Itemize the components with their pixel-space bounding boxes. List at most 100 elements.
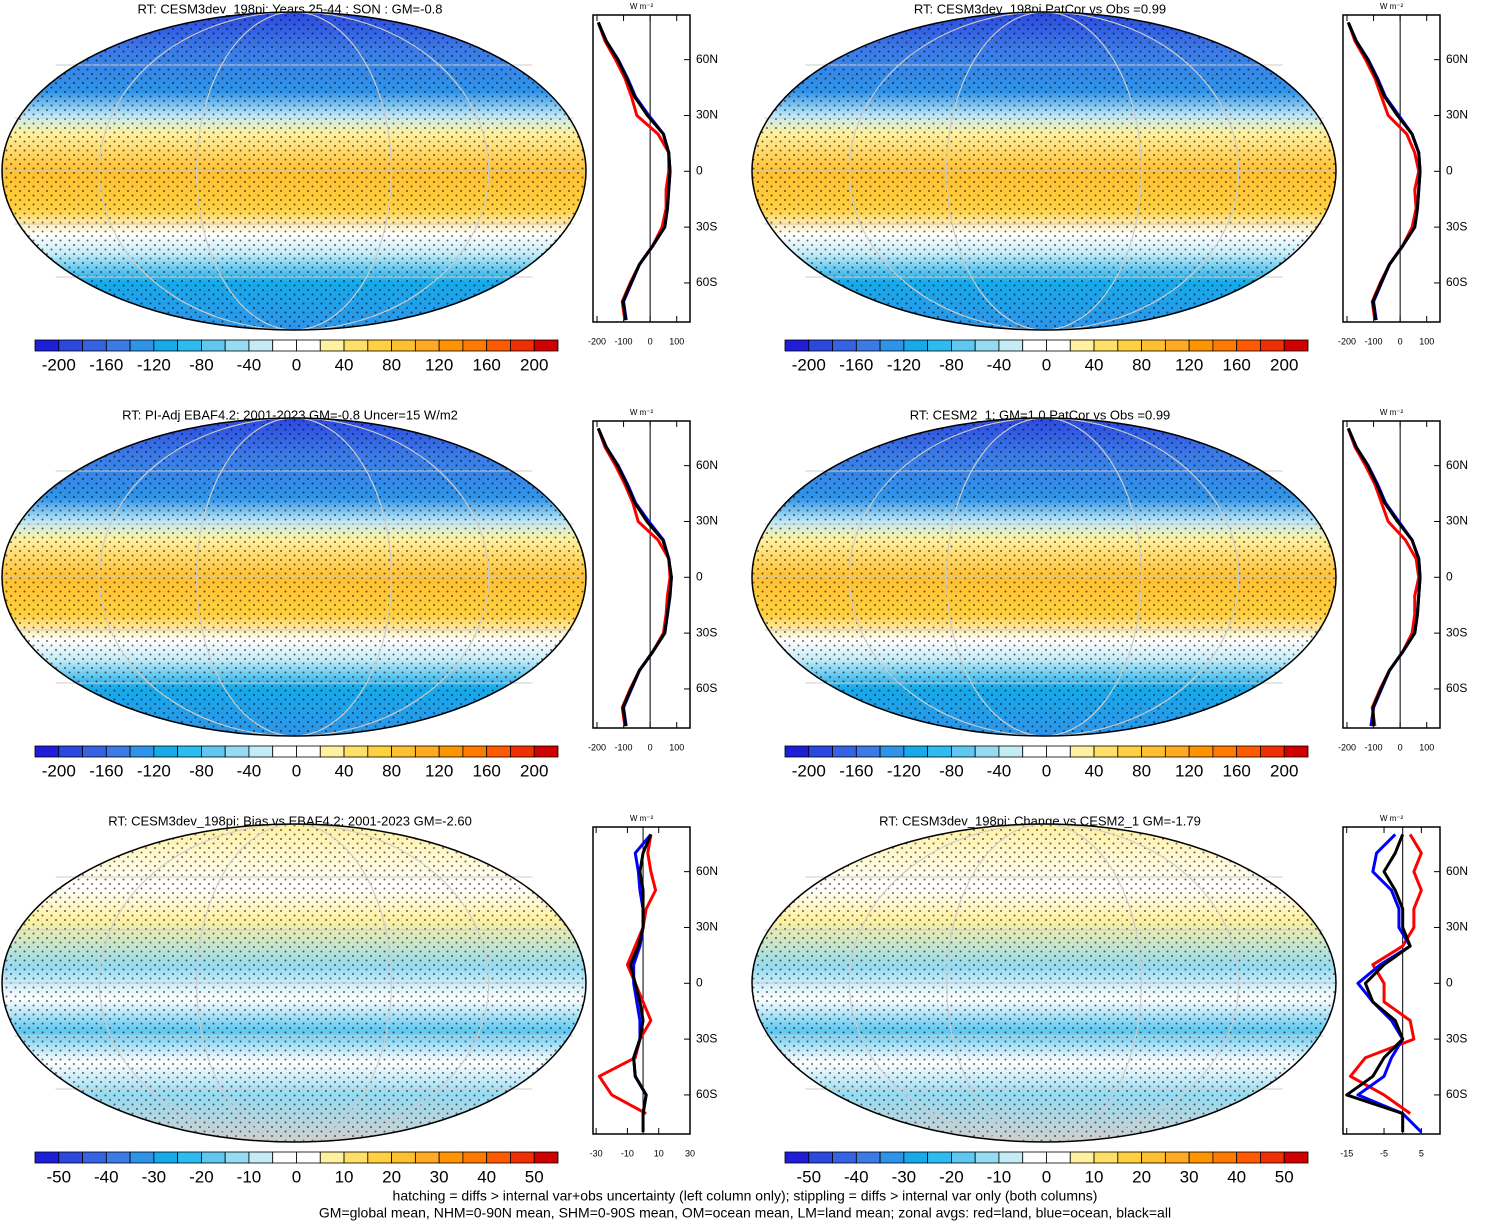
colorbar-label: 80 bbox=[382, 761, 401, 780]
colorbar-box bbox=[129, 1151, 155, 1164]
colorbar-box bbox=[343, 1151, 369, 1164]
x-tick-label: 0 bbox=[1398, 336, 1403, 346]
colorbar-box bbox=[974, 745, 1000, 758]
y-tick-label: 60S bbox=[1446, 275, 1467, 289]
colorbar-box bbox=[272, 339, 297, 352]
colorbar-label: 40 bbox=[1085, 355, 1104, 374]
colorbar-box bbox=[784, 339, 810, 352]
colorbar-box bbox=[153, 339, 179, 352]
colorbar-label: -160 bbox=[839, 355, 873, 374]
colorbar-box bbox=[1022, 1151, 1047, 1164]
colorbar-box bbox=[784, 745, 810, 758]
colorbar-box bbox=[248, 745, 274, 758]
colorbar-box bbox=[201, 745, 226, 758]
map-border bbox=[751, 417, 1337, 737]
colorbar-box bbox=[414, 339, 440, 352]
zonal-line bbox=[1346, 21, 1422, 321]
unit-label: W m⁻² bbox=[630, 814, 654, 823]
map bbox=[751, 823, 1337, 1143]
colorbar-label: -200 bbox=[792, 761, 826, 780]
zonal-frame bbox=[592, 826, 691, 1135]
colorbar-label: 160 bbox=[1222, 761, 1250, 780]
colorbar-box bbox=[272, 1151, 297, 1164]
x-tick-label: 5 bbox=[1419, 1148, 1424, 1158]
colorbar-box bbox=[129, 745, 155, 758]
colorbar-box bbox=[1022, 745, 1047, 758]
y-tick-label: 60N bbox=[696, 52, 718, 66]
colorbar-label: 200 bbox=[520, 355, 548, 374]
colorbar-box bbox=[248, 339, 274, 352]
colorbar-box bbox=[1164, 745, 1190, 758]
zonal-line bbox=[1345, 833, 1412, 1133]
colorbar-box bbox=[1260, 745, 1285, 758]
colorbar-label: 40 bbox=[1227, 1167, 1246, 1186]
colorbar-label: -200 bbox=[42, 761, 76, 780]
colorbar-box bbox=[510, 339, 535, 352]
colorbar-box bbox=[34, 1151, 60, 1164]
y-tick-label: 60S bbox=[696, 275, 717, 289]
colorbar-box bbox=[510, 745, 535, 758]
colorbar-box bbox=[927, 745, 952, 758]
colorbar-label: 200 bbox=[520, 761, 548, 780]
colorbar-label: 50 bbox=[525, 1167, 544, 1186]
colorbar-label: -200 bbox=[792, 355, 826, 374]
unit-label: W m⁻² bbox=[630, 2, 654, 11]
colorbar-label: -50 bbox=[46, 1167, 71, 1186]
x-tick-label: 0 bbox=[1398, 742, 1403, 752]
x-tick-label: 100 bbox=[1419, 336, 1434, 346]
x-tick-label: 0 bbox=[648, 742, 653, 752]
y-tick-label: 0 bbox=[1446, 975, 1453, 989]
zonal-line bbox=[1346, 427, 1422, 727]
colorbar-box bbox=[438, 339, 464, 352]
colorbar-label: 40 bbox=[477, 1167, 496, 1186]
colorbar-box bbox=[82, 745, 107, 758]
colorbar-box bbox=[974, 339, 1000, 352]
colorbar-box bbox=[510, 1151, 535, 1164]
colorbar-label: -160 bbox=[89, 355, 123, 374]
zonal-line bbox=[1356, 833, 1423, 1134]
colorbar-box bbox=[367, 745, 392, 758]
colorbar-box bbox=[903, 1151, 929, 1164]
y-tick-label: 0 bbox=[1446, 163, 1453, 177]
colorbar-label: 80 bbox=[1132, 761, 1151, 780]
colorbar-box bbox=[1283, 339, 1309, 352]
y-tick-label: 30S bbox=[1446, 219, 1467, 233]
colorbar-box bbox=[391, 1151, 416, 1164]
colorbar-box bbox=[855, 745, 881, 758]
zonal-frame bbox=[1342, 420, 1441, 729]
x-tick-label: -200 bbox=[1338, 336, 1356, 346]
colorbar-box bbox=[903, 745, 929, 758]
colorbar-label: 30 bbox=[430, 1167, 449, 1186]
colorbar-label: 40 bbox=[335, 355, 354, 374]
unit-label: W m⁻² bbox=[1380, 408, 1404, 417]
colorbar-label: -40 bbox=[237, 761, 262, 780]
colorbar-box bbox=[391, 745, 416, 758]
map bbox=[1, 823, 587, 1143]
colorbar-box bbox=[1283, 1151, 1309, 1164]
colorbar-label: -40 bbox=[94, 1167, 119, 1186]
colorbar-label: 200 bbox=[1270, 761, 1298, 780]
colorbar-label: -120 bbox=[887, 355, 921, 374]
map-border bbox=[751, 823, 1337, 1143]
y-tick-label: 30N bbox=[696, 920, 718, 934]
colorbar-box bbox=[438, 1151, 464, 1164]
map bbox=[1, 417, 587, 737]
colorbar-box bbox=[296, 339, 321, 352]
y-tick-label: 30N bbox=[696, 514, 718, 528]
colorbar-label: -40 bbox=[237, 355, 262, 374]
x-tick-label: -200 bbox=[588, 336, 606, 346]
x-tick-label: 100 bbox=[669, 336, 684, 346]
colorbar-box bbox=[272, 745, 297, 758]
colorbar-label: -20 bbox=[189, 1167, 214, 1186]
colorbar-box bbox=[533, 339, 559, 352]
colorbar-box bbox=[1164, 339, 1190, 352]
colorbar-box bbox=[1046, 339, 1071, 352]
colorbar-label: 10 bbox=[1085, 1167, 1104, 1186]
colorbar-box bbox=[82, 339, 107, 352]
colorbar-box bbox=[1117, 339, 1142, 352]
colorbar-box bbox=[832, 1151, 857, 1164]
colorbar-box bbox=[105, 745, 131, 758]
colorbar-box bbox=[784, 1151, 810, 1164]
panel-title: RT: CESM3dev_198pi PatCor vs Obs =0.99 bbox=[914, 1, 1166, 16]
colorbar-label: -50 bbox=[796, 1167, 821, 1186]
